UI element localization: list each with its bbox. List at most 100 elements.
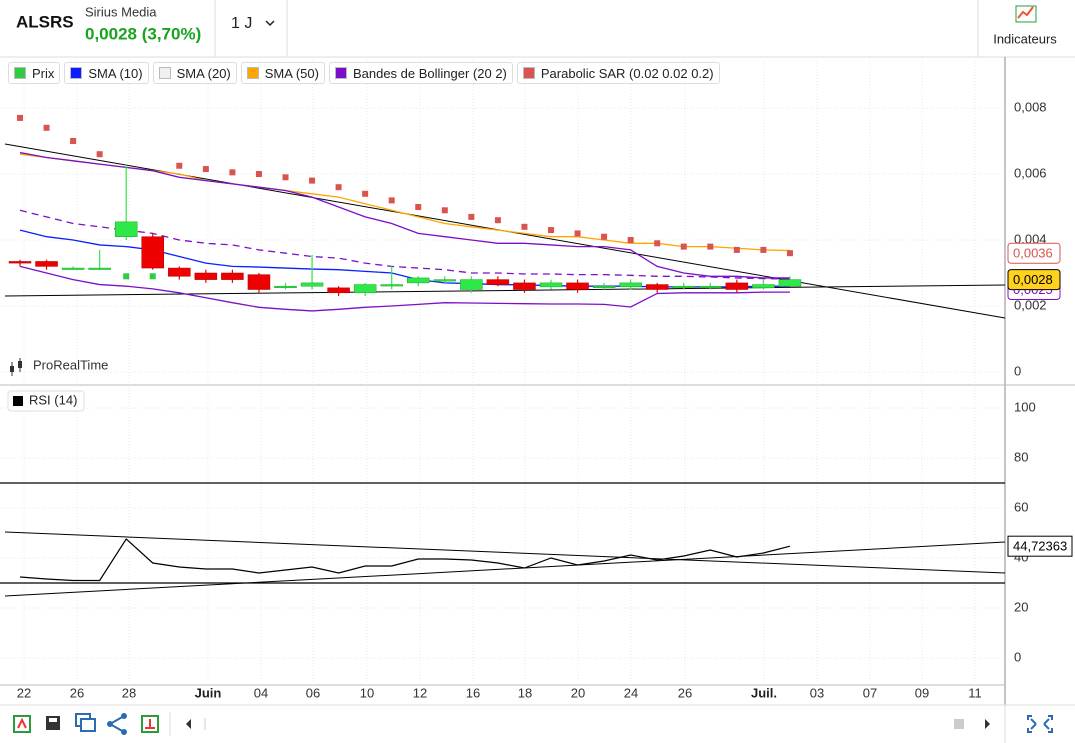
x-tick-label: Juil. [751, 685, 777, 700]
candle-body [725, 282, 749, 290]
indicator-line [19, 209, 790, 280]
sar-dot [733, 246, 740, 253]
x-tick-label: 03 [810, 685, 824, 700]
y-tick-label: 0,006 [1014, 165, 1047, 180]
sar-dot [255, 171, 262, 177]
sar-dot [548, 227, 554, 234]
toolbar [0, 705, 1075, 743]
candle-body [61, 267, 85, 270]
sar-dot [521, 223, 528, 230]
legend-item[interactable]: SMA (10) [64, 62, 149, 84]
indicator-line [19, 151, 790, 279]
scroll-right[interactable] [985, 719, 990, 729]
sar-dot [627, 237, 634, 243]
y-tick-label: 0 [1014, 649, 1021, 664]
candle-body [247, 274, 271, 290]
period-selector[interactable]: 1 J [231, 15, 252, 32]
indicator-line [19, 229, 790, 288]
x-tick-label: 26 [678, 685, 692, 700]
legend-item[interactable]: Prix [8, 62, 61, 84]
legend-item[interactable]: Parabolic SAR (0.02 0.02 0.2) [516, 62, 720, 84]
candle-body [619, 282, 642, 288]
last-value-label: 0,0028 [1013, 272, 1053, 287]
save-icon[interactable] [46, 716, 60, 730]
x-tick-label: Juin [195, 685, 222, 700]
y-tick-label: 80 [1014, 449, 1028, 464]
indicator-line [19, 265, 790, 312]
x-tick-label: 10 [360, 685, 374, 700]
candle-body [513, 282, 536, 290]
indicators-icon[interactable] [1015, 5, 1037, 23]
layout-icon[interactable] [75, 713, 96, 732]
sar-dot [574, 230, 581, 237]
sar-dot [760, 246, 767, 253]
sar-dot [441, 207, 448, 214]
sar-dot [786, 250, 793, 257]
candle-body [566, 282, 589, 290]
last-value-label: 44,72363 [1013, 539, 1067, 554]
legend-item[interactable]: SMA (20) [152, 62, 237, 84]
sar-dot [309, 177, 316, 184]
sar-dot [680, 243, 687, 250]
candle-body [194, 272, 218, 280]
instrument-name: Sirius Media [85, 4, 157, 19]
legend-swatch [158, 67, 171, 79]
legend-label: SMA (20) [176, 65, 231, 81]
legend-label: Prix [32, 65, 55, 81]
x-tick-label: 18 [518, 685, 532, 700]
scroll-left[interactable] [186, 719, 191, 729]
toolbar-icon[interactable] [13, 715, 31, 733]
candle-body [35, 261, 58, 267]
rsi-swatch [13, 396, 23, 406]
symbol: ALSRS [16, 12, 74, 31]
legend-swatch [70, 67, 83, 79]
candle-body [300, 282, 324, 287]
candle-body [353, 284, 377, 294]
last-value-box [1007, 269, 1061, 291]
rsi-legend-label[interactable]: RSI (14) [29, 392, 77, 407]
sar-dot [202, 166, 209, 173]
sar-dot [176, 162, 183, 169]
trendline [4, 541, 1006, 597]
y-tick-label: 0,008 [1014, 99, 1047, 114]
sar-dot [149, 273, 156, 280]
sar-dot [17, 114, 23, 121]
rsi-line [19, 538, 791, 582]
y-tick-label: 0,004 [1014, 231, 1047, 246]
share-icon[interactable] [107, 713, 127, 735]
indicators-button[interactable]: Indicateurs [993, 31, 1057, 46]
last-value-label: 0,0036 [1013, 246, 1053, 261]
legend-item[interactable]: SMA (50) [240, 62, 325, 84]
rsi-legend[interactable] [7, 390, 85, 412]
candle-body [539, 282, 563, 288]
legend-label: SMA (50) [264, 65, 319, 81]
trendline [4, 284, 1006, 297]
dropdown-arrow[interactable] [265, 20, 275, 27]
trendline [4, 531, 1006, 574]
y-tick-label: 60 [1014, 499, 1028, 514]
sar-dot [229, 169, 236, 176]
x-tick-label: 04 [254, 685, 268, 700]
candle-body [592, 285, 616, 288]
x-tick-label: 26 [70, 685, 84, 700]
indicator-icon[interactable] [141, 715, 159, 733]
x-tick-label: 11 [968, 685, 982, 700]
sar-dot [335, 184, 342, 191]
x-tick-label: 28 [122, 685, 136, 700]
candle-body [88, 267, 111, 270]
candle-body [778, 279, 802, 287]
x-tick-label: 12 [413, 685, 427, 700]
sar-dot [388, 197, 395, 204]
candle-body [433, 279, 457, 282]
legend-item[interactable]: Bandes de Bollinger (20 2) [328, 62, 513, 84]
scrollbar-thumb[interactable] [954, 719, 964, 729]
fullscreen-icon[interactable] [1027, 715, 1053, 733]
candle-body [380, 284, 403, 287]
candle-body [274, 285, 297, 288]
x-tick-label: 09 [915, 685, 929, 700]
candle-body [327, 287, 350, 294]
sar-dot [494, 217, 501, 224]
candle-body [699, 285, 722, 288]
